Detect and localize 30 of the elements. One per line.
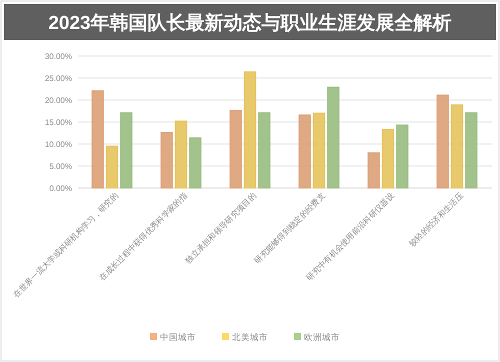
bar [120,112,132,188]
bar [312,112,326,188]
y-tick-label: 10.00% [44,140,72,149]
legend-label: 北美城市 [232,332,268,342]
y-tick-label: 0.00% [49,184,72,193]
bar [327,86,340,188]
y-tick-label: 20.00% [44,96,72,105]
bar [368,152,380,188]
y-tick-label: 5.00% [49,162,72,171]
bar [244,71,256,188]
bar [92,90,104,188]
legend-label: 欧洲城市 [304,332,340,342]
bar [258,112,270,188]
bar [465,112,478,188]
bar [230,110,242,188]
bar [382,128,394,188]
bar [450,104,464,188]
y-tick-label: 25.00% [44,74,72,83]
bar [106,146,118,188]
chart-title: 2023年韩国队长最新动态与职业生涯发展全解析 [48,12,452,34]
bar [160,132,173,188]
bar [436,94,449,188]
x-tick-label: 较轻的经济和生活压 [408,191,465,248]
bar [298,114,311,188]
y-tick-label: 30.00% [44,52,72,61]
bar [174,120,188,188]
bar [189,137,202,188]
legend-label: 中国城市 [160,332,196,342]
y-tick-label: 15.00% [44,118,72,127]
bar [396,124,408,188]
